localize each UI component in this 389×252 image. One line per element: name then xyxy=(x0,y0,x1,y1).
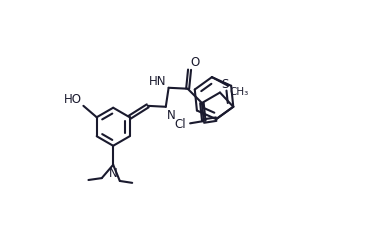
Text: Cl: Cl xyxy=(174,118,186,131)
Text: O: O xyxy=(190,56,199,69)
Text: N: N xyxy=(167,108,176,121)
Text: HO: HO xyxy=(64,93,82,106)
Text: S: S xyxy=(221,77,229,90)
Text: CH₃: CH₃ xyxy=(229,87,249,97)
Text: HN: HN xyxy=(149,75,166,87)
Text: N: N xyxy=(109,166,117,179)
